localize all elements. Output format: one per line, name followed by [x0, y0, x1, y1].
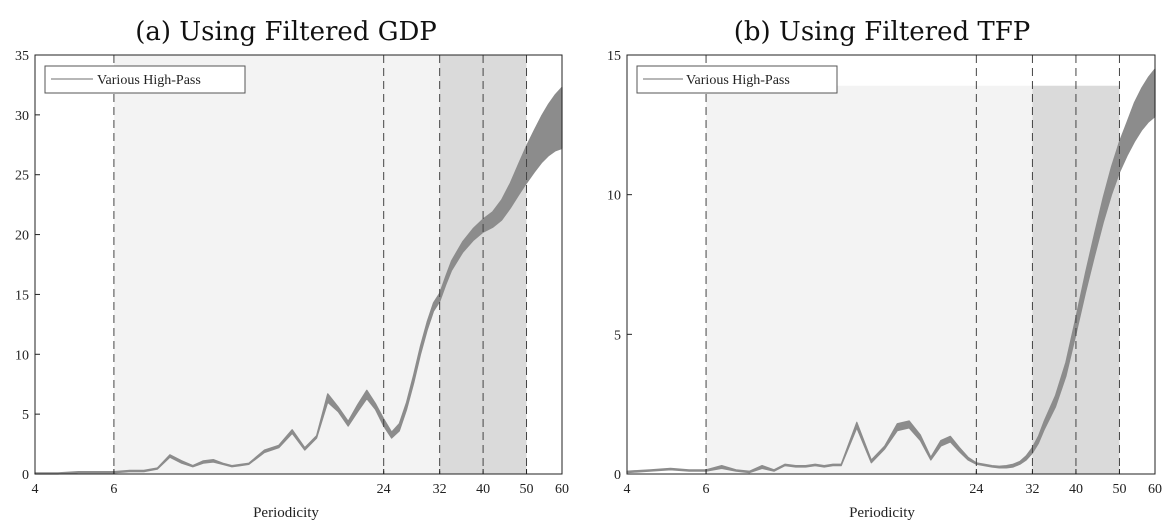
axes-frame — [34, 54, 563, 475]
y-tick-label: 30 — [15, 109, 29, 124]
x-tick-label: 40 — [476, 482, 490, 497]
legend-label: Various High-Pass — [97, 73, 201, 88]
chart-title: (b) Using Filtered TFP — [734, 17, 1031, 47]
legend-label: Various High-Pass — [686, 73, 790, 88]
plot-area: 4 6 24 32 40 50 60 0 5 10 15 20 25 30 35 — [15, 49, 569, 497]
x-axis-label: Periodicity — [253, 505, 319, 521]
y-tick-label: 10 — [607, 189, 621, 204]
y-tick-label: 15 — [607, 49, 621, 64]
x-tick-label: 4 — [32, 482, 39, 497]
x-tick-label: 24 — [377, 482, 391, 497]
panel-gdp: (a) Using Filtered GDP Periodicity 4 6 24 3… — [15, 17, 569, 521]
x-axis-label: Periodicity — [849, 505, 915, 521]
y-tick-label: 25 — [15, 169, 29, 184]
x-tick-label: 24 — [969, 482, 983, 497]
y-tick-label: 5 — [614, 328, 621, 343]
x-tick-label: 60 — [1148, 482, 1162, 497]
x-tick-label: 32 — [1025, 482, 1039, 497]
y-tick-label: 20 — [15, 229, 29, 244]
y-tick-label: 5 — [22, 408, 29, 423]
x-tick-label: 50 — [1112, 482, 1126, 497]
x-tick-label: 50 — [520, 482, 534, 497]
y-tick-label: 0 — [22, 468, 29, 483]
x-tick-label: 60 — [555, 482, 569, 497]
x-tick-label: 4 — [624, 482, 631, 497]
shaded-region — [706, 85, 1033, 474]
y-tick-label: 10 — [15, 348, 29, 363]
legend: Various High-Pass — [44, 65, 246, 94]
y-tick-label: 35 — [15, 49, 29, 64]
chart-title: (a) Using Filtered GDP — [135, 17, 437, 47]
y-tick-label: 0 — [614, 468, 621, 483]
plot-area: 4 6 24 32 40 50 60 0 5 10 15 — [607, 49, 1162, 497]
y-tick-label: 15 — [15, 288, 29, 303]
x-tick-label: 6 — [703, 482, 710, 497]
shaded-region — [113, 55, 440, 474]
x-tick-label: 40 — [1069, 482, 1083, 497]
x-tick-label: 32 — [433, 482, 447, 497]
x-tick-label: 6 — [110, 482, 117, 497]
panel-tfp: (b) Using Filtered TFP Periodicity 4 6 24 3… — [607, 17, 1162, 521]
axes-frame — [626, 54, 1156, 475]
legend: Various High-Pass — [636, 65, 838, 94]
